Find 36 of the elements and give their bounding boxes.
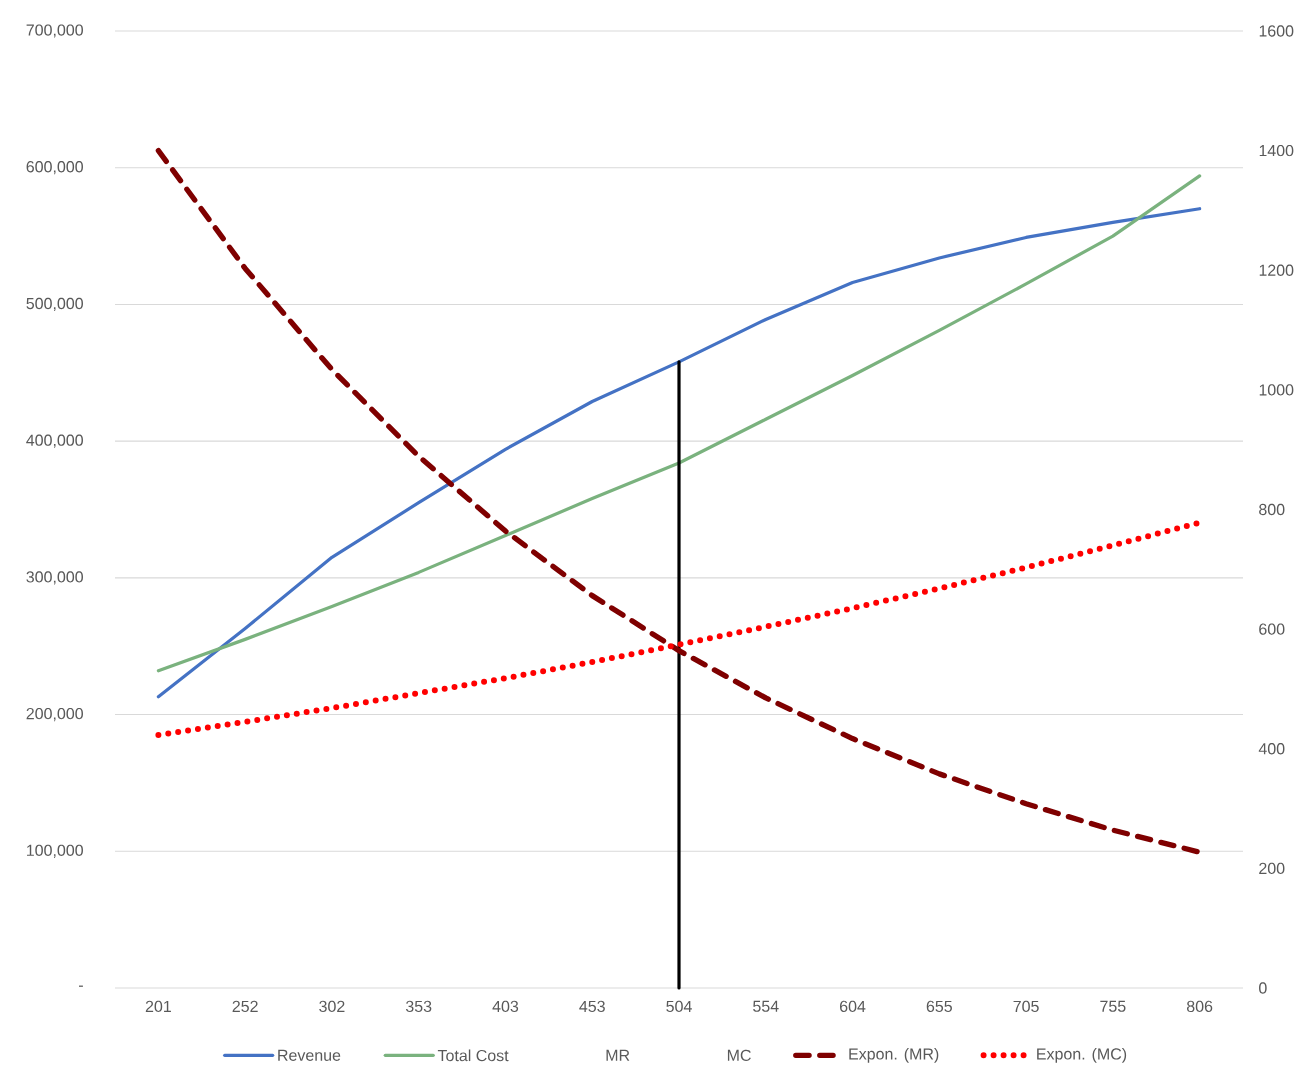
x-tick-label: 604 (840, 1000, 866, 1013)
x-tick-label: 252 (232, 1000, 258, 1013)
x-tick-label: 302 (319, 1000, 345, 1013)
y2-tick-label: 800 (1259, 503, 1285, 516)
text: MC (727, 1049, 751, 1061)
x-tick-label: 353 (405, 1000, 432, 1013)
y-tick-label: - (79, 985, 83, 987)
legend-label: Expon. (MR) (849, 1047, 939, 1063)
text: MR (606, 1049, 630, 1061)
y2-tick-label: 0 (1259, 982, 1267, 994)
y2-tick-label: 600 (1259, 623, 1285, 635)
x-tick-label: 201 (145, 1000, 171, 1013)
y-tick-label: 300,000 (26, 571, 83, 585)
y2-tick-label: 1400 (1259, 144, 1294, 157)
legend-label: Revenue (278, 1049, 341, 1061)
y-tick-label: 600,000 (26, 161, 83, 175)
y-tick-label: 400,000 (26, 434, 83, 448)
x-tick-label: 554 (753, 1000, 779, 1012)
x-tick-label: 806 (1186, 1000, 1213, 1013)
legend-label: Expon. (MC) (1037, 1047, 1127, 1063)
y-tick-label: 700,000 (26, 24, 83, 38)
x-tick-label: 453 (579, 1000, 605, 1013)
y-tick-label: 200,000 (26, 707, 83, 722)
x-tick-label: 755 (1100, 1000, 1126, 1012)
legend-label: Total Cost (437, 1049, 509, 1062)
y2-tick-label: 1000 (1259, 384, 1294, 396)
y-tick-label: 100,000 (27, 844, 83, 858)
y-tick-label: 500,000 (26, 297, 83, 312)
y2-tick-label: 1200 (1259, 264, 1294, 276)
x-tick-label: 504 (666, 1000, 692, 1013)
y2-tick-label: 400 (1258, 743, 1285, 755)
y2-tick-label: 200 (1259, 862, 1285, 875)
x-tick-label: 655 (926, 1000, 952, 1013)
x-tick-label: 403 (492, 1000, 519, 1013)
y2-tick-label: 1600 (1259, 25, 1294, 37)
x-tick-label: 705 (1013, 1000, 1039, 1013)
